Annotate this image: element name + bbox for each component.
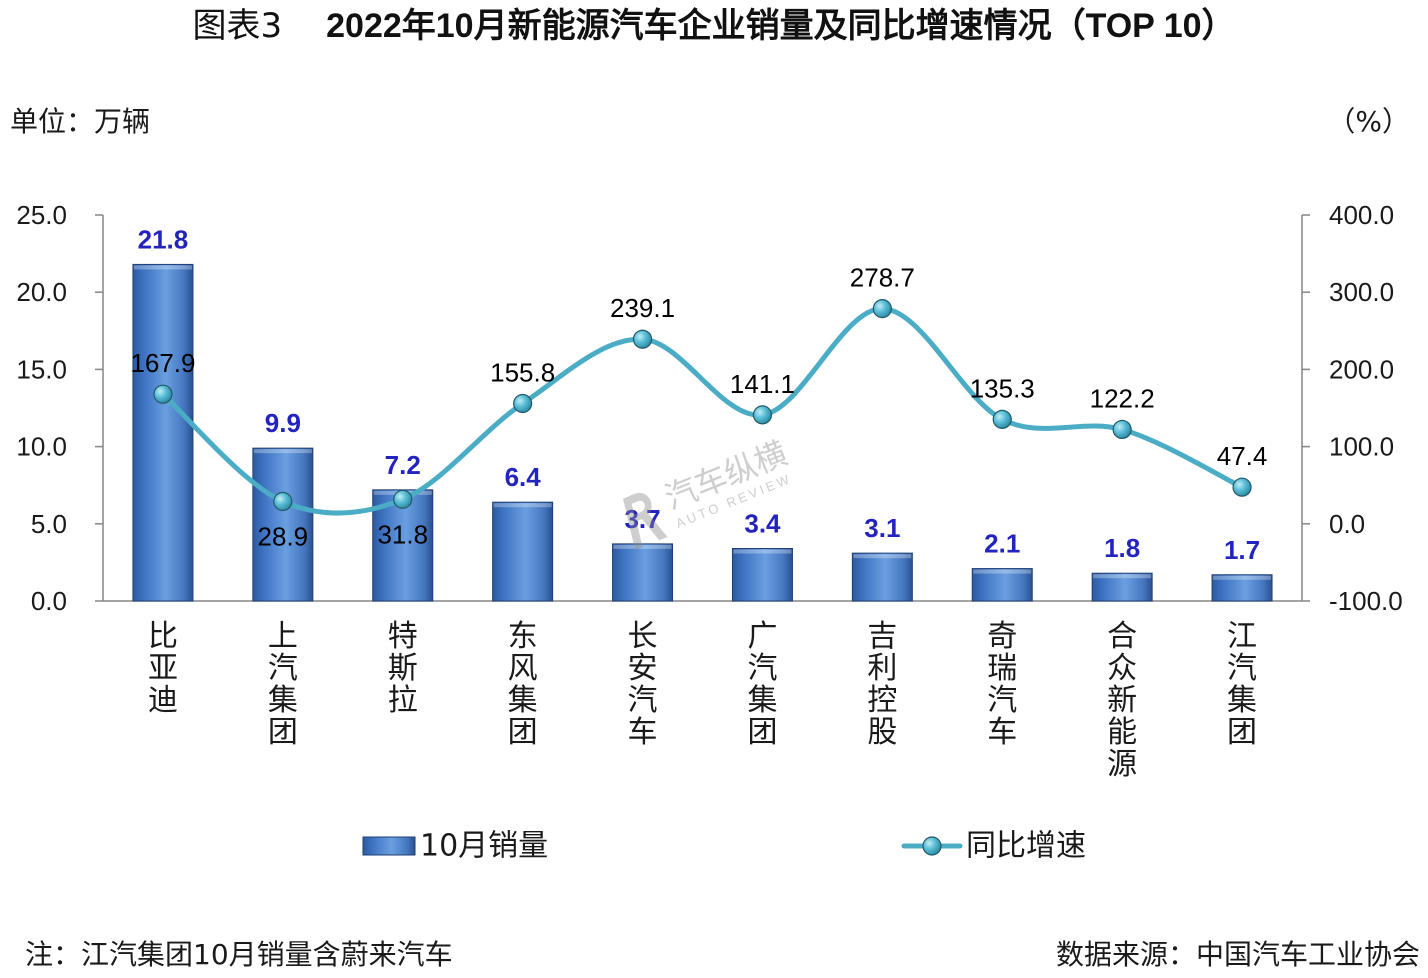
growth-rate-line — [160, 306, 1245, 516]
data-labels-layer: 21.8 9.9 7.2 6.4 3.7 3.4 3.1 2.1 1.8 1.7 167.9 28.9… — [130, 224, 1267, 564]
bar-bevel — [493, 503, 552, 508]
line-value-label: 155.8 — [490, 358, 555, 388]
legend-item-growth: 同比增速 — [901, 829, 1086, 864]
y-tick-label-right: 200.0 — [1329, 354, 1394, 384]
chart-title: 2022年10月新能源汽车企业销量及同比增速情况（TOP 10） — [326, 7, 1236, 45]
line-value-label: 141.1 — [730, 369, 795, 399]
title-row: 图表3 2022年10月新能源汽车企业销量及同比增速情况（TOP 10） — [0, 4, 1428, 48]
category-label: 长安汽车 — [627, 619, 658, 750]
line-marker — [632, 329, 653, 349]
y-tick-label-right: -100.0 — [1329, 586, 1403, 616]
line-value-label: 31.8 — [377, 519, 428, 549]
bar-bevel — [733, 549, 792, 554]
bar-bevel — [613, 544, 672, 549]
y-tick-label-left: 15.0 — [16, 354, 67, 384]
y-tick-label-right: 400.0 — [1329, 200, 1394, 230]
bar — [492, 501, 554, 602]
y-tick-label-left: 10.0 — [16, 432, 67, 462]
bar-value-label: 3.7 — [624, 504, 660, 534]
legend-marker-swatch — [922, 836, 942, 856]
bar-bevel — [1213, 575, 1272, 580]
bar-value-label: 1.8 — [1104, 533, 1140, 563]
category-label: 上汽集团 — [267, 619, 298, 750]
category-label: 东风集团 — [507, 619, 538, 750]
bar-bevel — [1093, 574, 1152, 579]
bar-value-label: 21.8 — [138, 224, 189, 254]
line-value-label: 135.3 — [970, 373, 1035, 403]
data-source: 数据来源：中国汽车工业协会 — [1055, 938, 1420, 971]
bar — [132, 263, 194, 602]
bar-value-label: 9.9 — [265, 408, 301, 438]
y-axis-right-unit: （%） — [1327, 105, 1410, 138]
bars-layer — [132, 263, 1273, 602]
line-value-label: 239.1 — [610, 293, 675, 323]
bar — [1211, 574, 1273, 602]
bar — [851, 552, 913, 602]
line-marker — [1232, 477, 1252, 497]
footnote: 注：江汽集团10月销量含蔚来汽车 — [25, 938, 453, 971]
category-label: 合众新能源 — [1107, 619, 1138, 782]
bar — [1091, 572, 1153, 602]
bar-bevel — [253, 449, 312, 454]
y-tick-label-right: 0.0 — [1329, 509, 1365, 539]
bar-value-label: 1.7 — [1224, 535, 1260, 565]
bar-value-label: 2.1 — [984, 529, 1020, 559]
bar-value-label: 3.1 — [864, 513, 900, 543]
legend-item-sales: 10月销量 — [362, 829, 548, 864]
bar-bevel — [853, 554, 912, 559]
line-marker — [872, 299, 892, 319]
line-value-label: 278.7 — [850, 263, 915, 293]
legend-label-growth: 同比增速 — [966, 829, 1086, 864]
line-marker — [992, 409, 1012, 429]
axes-layer: 0.0 5.0 10.0 15.0 20.0 25.0 -100.0 0.0 100.0 200.… — [16, 200, 1402, 616]
bar — [731, 548, 793, 602]
line-marker — [153, 384, 173, 404]
legend: 10月销量 同比增速 — [362, 829, 1086, 864]
y-axis-left-unit: 单位：万辆 — [10, 105, 151, 138]
bar-value-label: 7.2 — [385, 450, 421, 480]
bar-value-label: 6.4 — [505, 462, 542, 492]
legend-bar-swatch — [362, 836, 416, 856]
category-label: 广汽集团 — [747, 619, 778, 750]
bar — [971, 568, 1033, 602]
category-label: 特斯拉 — [387, 619, 418, 718]
y-tick-label-left: 5.0 — [31, 509, 67, 539]
y-tick-label-left: 0.0 — [31, 586, 67, 616]
y-tick-label-left: 20.0 — [16, 277, 67, 307]
line-value-label: 47.4 — [1217, 441, 1268, 471]
line-value-label: 122.2 — [1090, 383, 1155, 413]
line-marker — [273, 491, 293, 512]
bar-bevel — [973, 569, 1032, 574]
line-layer — [153, 299, 1252, 516]
legend-label-sales: 10月销量 — [420, 829, 548, 864]
bar-value-label: 3.4 — [744, 509, 781, 539]
category-label: 比亚迪 — [147, 619, 178, 718]
line-value-label: 167.9 — [130, 348, 195, 378]
line-marker — [393, 489, 413, 509]
line-marker — [752, 405, 773, 425]
figure-label: 图表3 — [192, 6, 283, 46]
line-marker — [513, 393, 533, 414]
category-label: 吉利控股 — [867, 619, 898, 750]
bar-bevel — [133, 265, 192, 270]
line-value-label: 28.9 — [258, 521, 309, 551]
category-label: 江汽集团 — [1227, 619, 1258, 750]
bar — [252, 447, 314, 602]
bar — [612, 543, 674, 602]
category-label: 奇瑞汽车 — [987, 619, 1018, 750]
y-tick-label-left: 25.0 — [16, 200, 67, 230]
line-marker — [1112, 419, 1132, 440]
y-tick-label-right: 100.0 — [1329, 432, 1394, 462]
y-tick-label-right: 300.0 — [1329, 277, 1394, 307]
